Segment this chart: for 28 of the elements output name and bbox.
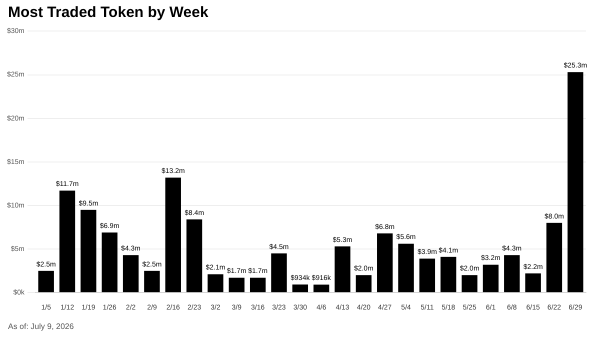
bar — [419, 258, 436, 292]
bar — [165, 178, 181, 292]
bar — [568, 72, 584, 292]
bar — [144, 270, 160, 292]
bar — [59, 190, 76, 292]
bar — [356, 275, 372, 292]
bar — [334, 246, 350, 292]
bar — [186, 219, 202, 292]
bar — [38, 270, 54, 292]
bar — [462, 275, 478, 292]
bar — [504, 255, 520, 292]
bar — [292, 284, 308, 292]
bar — [271, 253, 287, 292]
bar — [546, 222, 562, 292]
bar — [102, 232, 118, 292]
bar — [122, 255, 139, 292]
bar — [482, 264, 499, 292]
bar — [440, 256, 456, 292]
bar — [398, 244, 414, 292]
bar — [80, 210, 96, 292]
bar — [313, 284, 330, 292]
bar — [525, 273, 541, 292]
bar — [377, 233, 393, 292]
bar — [208, 274, 224, 292]
chart-title: Most Traded Token by Week — [8, 4, 208, 21]
bar — [250, 278, 266, 292]
bar — [228, 278, 244, 292]
text: As of: July 9, 2026 — [8, 322, 74, 331]
